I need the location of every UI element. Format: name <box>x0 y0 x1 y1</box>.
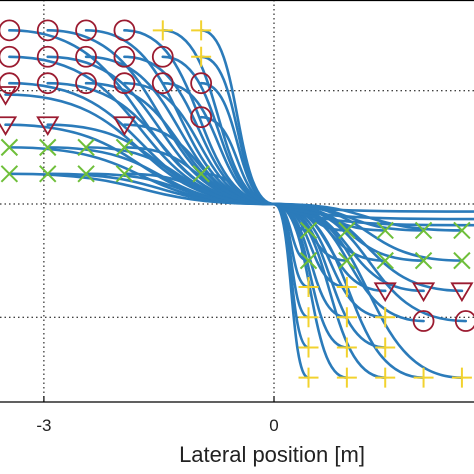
triangle-marker <box>373 282 397 303</box>
circle-marker <box>454 310 474 332</box>
x-tick-label: -3 <box>36 416 51 435</box>
cross-marker <box>192 165 210 183</box>
cross-marker <box>0 165 19 183</box>
cross-marker <box>414 221 433 240</box>
circle-marker <box>0 45 21 68</box>
plus-marker <box>375 367 396 388</box>
trajectory-curve <box>199 55 276 206</box>
circle-marker <box>113 72 136 95</box>
triangle-marker <box>0 116 18 137</box>
circle-marker <box>113 45 136 68</box>
trajectory-curve <box>272 202 310 379</box>
plus-marker <box>375 337 396 358</box>
cross-marker <box>299 251 318 270</box>
plus-marker <box>336 277 357 298</box>
circle-marker <box>412 310 435 332</box>
cross-marker <box>376 221 394 240</box>
triangle-marker <box>411 282 436 303</box>
triangle-marker <box>36 116 60 137</box>
circle-marker <box>0 72 21 95</box>
x-axis-ticks: -3 0 <box>36 396 279 435</box>
circle-marker <box>36 72 59 95</box>
cross-marker <box>115 165 134 183</box>
circle-marker <box>190 72 213 95</box>
cross-marker <box>338 251 356 270</box>
plus-marker <box>298 307 319 328</box>
circle-marker <box>75 72 97 95</box>
circle-marker <box>36 45 59 68</box>
plus-marker <box>191 20 212 41</box>
cross-marker <box>376 251 394 270</box>
trajectory-curve <box>272 202 349 379</box>
trajectory-curve <box>272 202 464 262</box>
x-tick-label: 0 <box>269 416 278 435</box>
plus-marker <box>298 367 319 388</box>
cross-marker <box>0 138 19 157</box>
plus-marker <box>152 20 173 41</box>
trajectory-curve <box>123 172 276 206</box>
plus-marker <box>375 307 396 328</box>
circle-marker <box>190 106 213 129</box>
trajectory-curve <box>273 202 474 221</box>
plus-marker <box>336 337 357 358</box>
cross-marker <box>338 221 356 240</box>
circle-marker <box>75 19 97 42</box>
cross-marker <box>453 221 471 240</box>
x-axis-label: Lateral position [m] <box>179 442 365 467</box>
cross-marker <box>453 251 471 270</box>
trajectory-curve <box>123 81 276 206</box>
cross-marker <box>39 138 57 157</box>
circle-marker <box>0 19 21 42</box>
plus-marker <box>191 46 212 67</box>
cross-marker <box>39 165 57 183</box>
plus-marker <box>298 337 319 358</box>
trajectory-curves <box>4 29 474 379</box>
circle-marker <box>113 19 136 42</box>
start-markers <box>0 19 474 388</box>
plus-marker <box>336 307 357 328</box>
plus-marker <box>298 277 319 298</box>
circle-marker <box>151 45 174 68</box>
trajectory-curve <box>161 29 276 206</box>
circle-marker <box>75 45 97 68</box>
triangle-marker <box>0 86 18 106</box>
triangle-marker <box>450 282 474 303</box>
cross-marker <box>77 165 95 183</box>
plus-marker <box>451 367 472 388</box>
plus-marker <box>413 367 434 388</box>
trajectory-curve <box>273 202 474 213</box>
cross-marker <box>299 221 318 240</box>
plus-marker <box>336 367 357 388</box>
trajectory-curve <box>161 81 276 206</box>
cross-marker <box>115 138 134 157</box>
circle-marker <box>36 19 59 42</box>
cross-marker <box>77 138 95 157</box>
circle-marker <box>151 72 174 95</box>
trajectory-curve <box>273 202 474 227</box>
cross-marker <box>414 251 433 270</box>
triangle-marker <box>112 116 137 137</box>
plot-frame <box>0 0 474 403</box>
